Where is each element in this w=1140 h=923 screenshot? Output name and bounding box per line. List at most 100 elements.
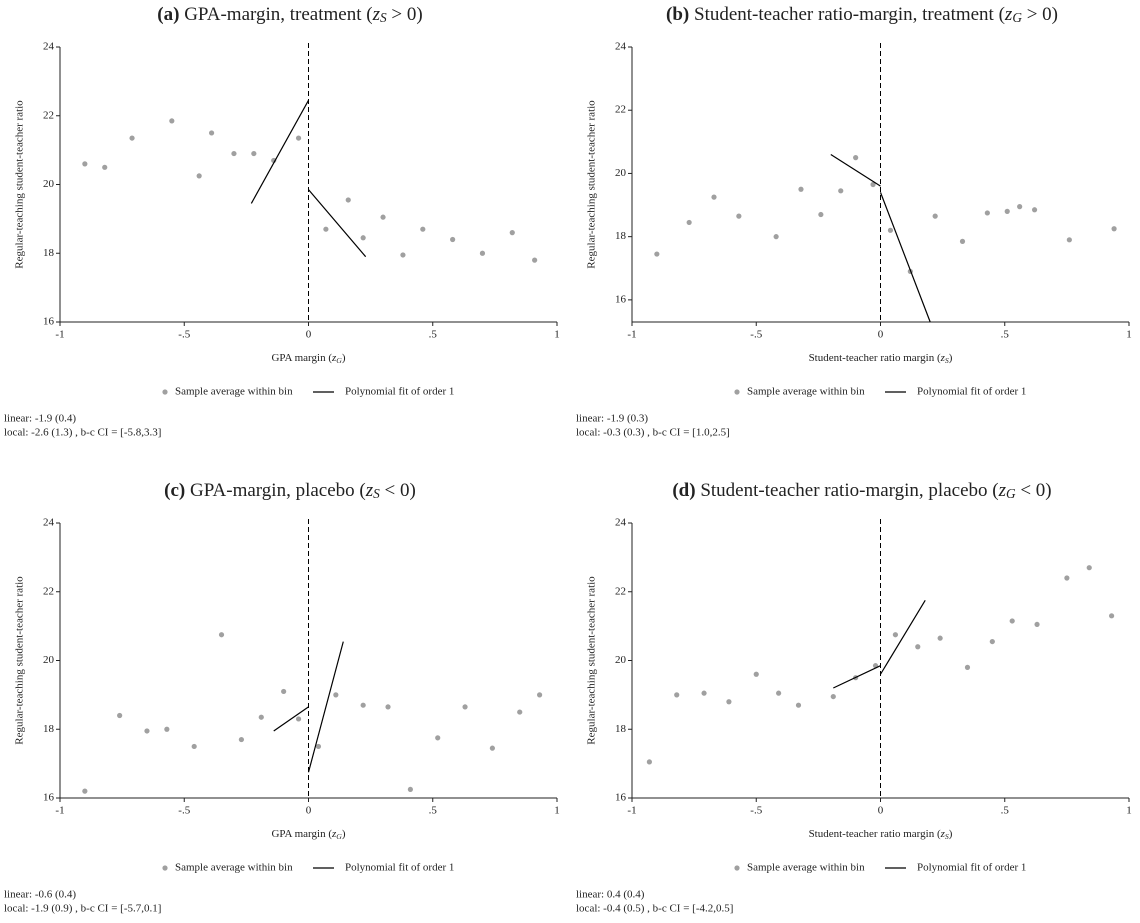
bin-point [315, 743, 322, 750]
chart-title: (d) Student-teacher ratio-margin, placeb… [672, 480, 1051, 501]
x-axis-label: Student-teacher ratio margin (zS) [809, 828, 953, 841]
bin-point [231, 150, 237, 157]
note: linear: -0.6 (0.4) [4, 889, 76, 901]
bin-point [736, 213, 742, 219]
bin-point [964, 664, 971, 670]
bin-point [646, 759, 652, 765]
chart-title-text: Student-teacher ratio-margin, placebo ( [700, 480, 998, 501]
fit-line [833, 665, 881, 689]
bin-point [959, 238, 966, 244]
bin-point [117, 712, 123, 719]
bin-point [1034, 621, 1040, 628]
bin-point [509, 230, 515, 236]
bin-point [937, 635, 943, 641]
x-tick-label: -1 [55, 329, 64, 341]
panel-label: (d) [672, 480, 695, 501]
chart-title-sub: S [373, 486, 380, 501]
chart-title-text: Student-teacher ratio-margin, treatment … [694, 4, 1005, 25]
bin-point [238, 736, 245, 743]
chart-title: (b) Student-teacher ratio-margin, treatm… [666, 4, 1058, 25]
x-tick-label: .5 [1001, 329, 1010, 341]
fit-line [879, 192, 931, 323]
bin-point [537, 692, 543, 698]
panel-label: (a) [157, 4, 179, 25]
x-axis-label-var: z [940, 352, 946, 364]
bin-point [218, 632, 225, 638]
x-tick-label: -.5 [750, 805, 762, 817]
y-tick-label: 22 [615, 104, 626, 116]
y-axis-label: Regular-teaching student-teacher ratio [586, 576, 598, 745]
bin-point [462, 704, 468, 710]
bin-point [532, 257, 538, 263]
chart-title-tail: < 0) [1016, 480, 1052, 501]
bin-point [385, 704, 391, 710]
note: local: -0.4 (0.5) , b-c CI = [-4.2,0.5] [576, 903, 733, 915]
panel-label: (b) [666, 4, 689, 25]
chart-title-sub: G [1012, 10, 1022, 25]
x-axis-label-tail: ) [949, 352, 953, 364]
note: local: -0.3 (0.3) , b-c CI = [1.0,2.5] [576, 427, 730, 439]
x-axis-label: GPA margin (zG) [271, 828, 345, 841]
x-tick-label: 0 [306, 329, 312, 341]
y-tick-label: 18 [615, 723, 627, 735]
bin-point [1009, 618, 1015, 624]
bin-point [435, 735, 441, 741]
bin-point [251, 150, 257, 157]
bin-point [1031, 207, 1038, 213]
bin-point [1086, 565, 1092, 571]
bin-point [853, 155, 859, 161]
note: linear: -1.9 (0.4) [4, 413, 76, 425]
bin-point [795, 702, 802, 708]
y-axis-label: Regular-teaching student-teacher ratio [586, 100, 598, 269]
x-axis-label-var: z [331, 828, 337, 840]
y-tick-label: 16 [43, 792, 55, 804]
bin-point [169, 118, 175, 124]
bin-point [479, 250, 486, 256]
x-axis-label-text: Student-teacher ratio margin ( [809, 352, 941, 364]
bin-point [420, 226, 426, 232]
fit-line [308, 189, 367, 258]
bin-point [450, 236, 456, 243]
x-tick-label: -1 [627, 329, 636, 341]
x-axis-label-var: z [940, 828, 946, 840]
x-tick-label: -.5 [178, 329, 190, 341]
note: local: -2.6 (1.3) , b-c CI = [-5.8,3.3] [4, 427, 161, 439]
x-axis-label-sub: S [945, 356, 949, 365]
fit-line [250, 99, 310, 204]
bin-point [281, 688, 287, 695]
y-tick-label: 16 [43, 316, 55, 328]
bin-point [1066, 237, 1072, 243]
x-tick-label: .5 [429, 805, 438, 817]
bin-point [686, 219, 692, 226]
legend-marker [162, 389, 168, 395]
y-tick-label: 18 [615, 230, 627, 242]
bin-point [989, 638, 995, 645]
bin-point [753, 671, 759, 677]
chart-title-sub: S [380, 10, 387, 25]
bin-point [773, 234, 779, 240]
bin-point [208, 130, 215, 136]
bin-point [1109, 613, 1115, 619]
x-axis-label-tail: ) [342, 828, 346, 840]
x-tick-label: 0 [306, 805, 312, 817]
bin-point [838, 188, 844, 194]
y-axis-label: Regular-teaching student-teacher ratio [14, 576, 26, 745]
x-axis-label: Student-teacher ratio margin (zS) [809, 352, 953, 365]
legend-label: Sample average within bin [747, 386, 865, 398]
chart-title-tail: > 0) [1022, 4, 1058, 25]
x-tick-label: 1 [1126, 805, 1132, 817]
bin-point [129, 135, 135, 141]
bin-point [295, 716, 302, 722]
y-tick-label: 22 [43, 585, 54, 597]
legend-marker [734, 389, 740, 395]
legend-label: Polynomial fit of order 1 [917, 386, 1026, 398]
y-axis-label: Regular-teaching student-teacher ratio [14, 100, 26, 269]
chart-title-text: GPA-margin, treatment ( [184, 4, 372, 25]
x-axis-label-sub: S [945, 832, 949, 841]
x-axis-label-tail: ) [949, 828, 953, 840]
bin-point [407, 786, 413, 793]
x-tick-label: -.5 [178, 805, 190, 817]
x-axis-label-text: GPA margin ( [271, 352, 332, 364]
